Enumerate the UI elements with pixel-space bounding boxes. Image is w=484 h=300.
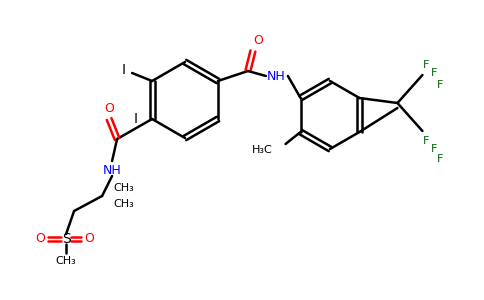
Text: H₃C: H₃C (252, 145, 272, 155)
Text: F: F (431, 68, 438, 78)
Text: CH₃: CH₃ (56, 256, 76, 266)
Text: I: I (134, 112, 138, 126)
Text: F: F (423, 60, 430, 70)
Text: CH₃: CH₃ (114, 199, 135, 209)
Text: O: O (104, 103, 114, 116)
Text: F: F (437, 154, 444, 164)
Text: F: F (431, 144, 438, 154)
Text: NH: NH (103, 164, 121, 178)
Text: S: S (62, 232, 71, 246)
Text: O: O (84, 232, 94, 245)
Text: F: F (423, 136, 430, 146)
Text: I: I (122, 63, 126, 77)
Text: F: F (437, 80, 444, 90)
Text: O: O (35, 232, 45, 245)
Text: NH: NH (267, 70, 285, 83)
Text: CH₃: CH₃ (114, 183, 135, 193)
Text: O: O (253, 34, 263, 47)
